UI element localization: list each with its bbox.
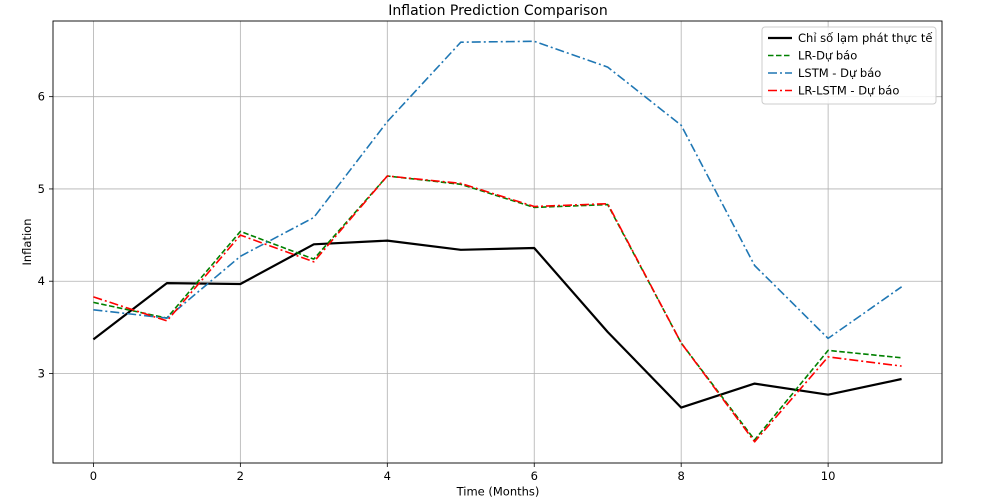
x-tick-label: 4 <box>384 469 391 483</box>
series-line-1 <box>93 175 902 441</box>
series-line-0 <box>92 239 902 409</box>
legend-label: LSTM - Dự báo <box>798 66 881 80</box>
series-layer <box>92 40 903 443</box>
series-line-3 <box>93 175 902 443</box>
y-axis-title: Inflation <box>20 219 34 266</box>
legend-box <box>761 26 937 105</box>
legend-label: LR-LSTM - Dự báo <box>798 84 899 98</box>
x-axis-title: Time (Months) <box>456 485 540 499</box>
y-tick-label: 5 <box>38 182 45 196</box>
plot-frame <box>52 20 943 464</box>
x-tick-label: 0 <box>90 469 97 483</box>
y-tick-label: 3 <box>38 366 45 380</box>
legend-label: Chỉ số lạm phát thực tế <box>798 31 933 45</box>
y-tick-label: 4 <box>38 274 45 288</box>
x-tick-label: 10 <box>821 469 836 483</box>
legend-label: LR-Dự báo <box>798 49 857 63</box>
y-tick-label: 6 <box>38 90 45 104</box>
series-line-2 <box>93 40 903 340</box>
x-tick-label: 8 <box>678 469 685 483</box>
chart-title: Inflation Prediction Comparison <box>388 3 608 19</box>
x-tick-label: 6 <box>531 469 538 483</box>
x-tick-label: 2 <box>237 469 244 483</box>
legend: Chỉ số lạm phát thực tế LR-Dự báo LSTM - D… <box>761 26 937 105</box>
tick-layer: 0 2 4 6 8 10 3 4 5 6 <box>38 90 836 483</box>
